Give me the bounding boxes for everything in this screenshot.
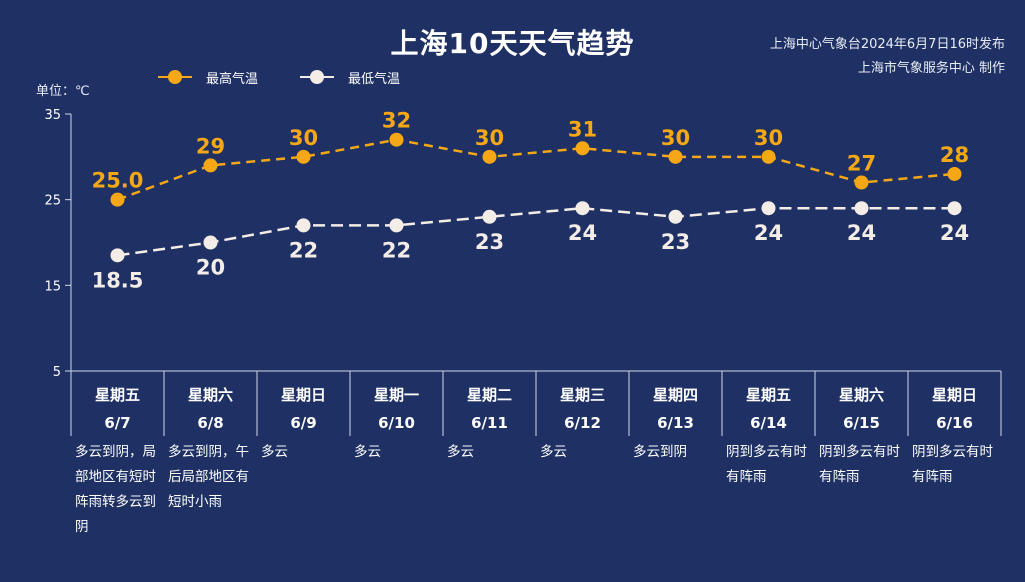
weather-description: 阴到多云有时有阵雨 [726, 444, 807, 485]
weather-description: 多云 [540, 444, 567, 460]
high-temp-point [668, 149, 683, 164]
date-label: 6/13 [657, 414, 694, 432]
weekday-label: 星期六 [188, 386, 233, 404]
low-temp-point [110, 248, 125, 263]
legend-high-label: 最高气温 [206, 71, 259, 87]
low-temp-label: 22 [382, 238, 411, 262]
high-temp-point [389, 132, 404, 147]
high-temp-label: 25.0 [92, 169, 144, 193]
date-label: 6/14 [750, 414, 787, 432]
low-temp-point [854, 201, 869, 216]
low-temp-label: 24 [847, 221, 876, 245]
low-temp-label: 20 [196, 256, 225, 280]
low-temp-label: 23 [475, 230, 504, 254]
high-temp-label: 30 [475, 126, 504, 150]
low-temp-point [203, 235, 218, 250]
weekday-label: 星期五 [95, 386, 140, 404]
weekday-label: 星期二 [467, 386, 512, 404]
weather-description: 多云到阴 [633, 444, 687, 460]
date-label: 6/12 [564, 414, 601, 432]
weekday-label: 星期一 [374, 386, 419, 404]
high-temp-label: 31 [568, 117, 597, 141]
y-tick-label: 25 [44, 194, 61, 209]
high-temp-label: 27 [847, 152, 876, 176]
producer-line: 上海市气象服务中心 制作 [857, 61, 1005, 76]
weekday-label: 星期三 [560, 386, 605, 404]
low-temp-point [668, 209, 683, 224]
low-temp-point [947, 201, 962, 216]
legend-low-label: 最低气温 [348, 71, 401, 87]
high-temp-label: 30 [661, 126, 690, 150]
high-temp-label: 28 [940, 143, 969, 167]
weather-description: 多云到阴，局部地区有短时阵雨转多云到阴 [75, 444, 156, 535]
legend-item-high: 最高气温 [158, 68, 259, 87]
weather-description: 多云 [261, 444, 288, 460]
series-line-high [117, 138, 955, 201]
low-temp-label: 24 [754, 221, 783, 245]
weather-description: 多云 [447, 444, 474, 460]
issuer-line: 上海中心气象台2024年6月7日16时发布 [769, 37, 1005, 52]
weekday-label: 星期五 [746, 386, 791, 404]
series-line-low [117, 206, 955, 257]
high-temp-label: 30 [289, 126, 318, 150]
weekday-label: 星期四 [653, 386, 698, 404]
legend-item-low: 最低气温 [300, 68, 401, 87]
low-temp-label: 24 [940, 221, 969, 245]
low-temp-point [575, 201, 590, 216]
y-tick-label: 15 [44, 279, 61, 294]
date-label: 6/16 [936, 414, 973, 432]
weekday-label: 星期日 [281, 386, 326, 404]
high-temp-label: 30 [754, 126, 783, 150]
date-label: 6/8 [197, 414, 223, 432]
low-temp-point [296, 218, 311, 233]
high-temp-point [854, 175, 869, 190]
chart-title: 上海10天天气趋势 [390, 27, 635, 60]
high-temp-point [110, 192, 125, 207]
date-label: 6/11 [471, 414, 508, 432]
low-temp-label: 22 [289, 238, 318, 262]
y-tick-label: 35 [44, 108, 61, 123]
date-label: 6/7 [104, 414, 130, 432]
low-temp-label: 18.5 [92, 268, 144, 292]
high-temp-point [761, 149, 776, 164]
low-temp-point [482, 209, 497, 224]
weather-description: 阴到多云有时有阵雨 [819, 444, 900, 485]
low-temp-label: 24 [568, 221, 597, 245]
weather-description: 阴到多云有时有阵雨 [912, 444, 993, 485]
unit-label: 单位：℃ [36, 84, 90, 99]
high-temp-point [296, 149, 311, 164]
y-tick-label: 5 [53, 365, 61, 380]
date-label: 6/9 [290, 414, 316, 432]
weather-description: 多云到阴，午后局部地区有短时小雨 [168, 444, 249, 510]
low-temp-point [761, 201, 776, 216]
weekday-label: 星期日 [932, 386, 977, 404]
low-temp-point [389, 218, 404, 233]
high-temp-point [482, 149, 497, 164]
weather-description: 多云 [354, 444, 381, 460]
legend-low-marker [300, 70, 334, 84]
high-temp-point [203, 158, 218, 173]
high-temp-label: 29 [196, 134, 225, 158]
date-label: 6/10 [378, 414, 415, 432]
high-temp-point [947, 166, 962, 181]
low-temp-label: 23 [661, 230, 690, 254]
date-label: 6/15 [843, 414, 880, 432]
legend-high-marker [158, 70, 192, 84]
high-temp-point [575, 141, 590, 156]
high-temp-label: 32 [382, 109, 411, 133]
weekday-label: 星期六 [839, 386, 884, 404]
